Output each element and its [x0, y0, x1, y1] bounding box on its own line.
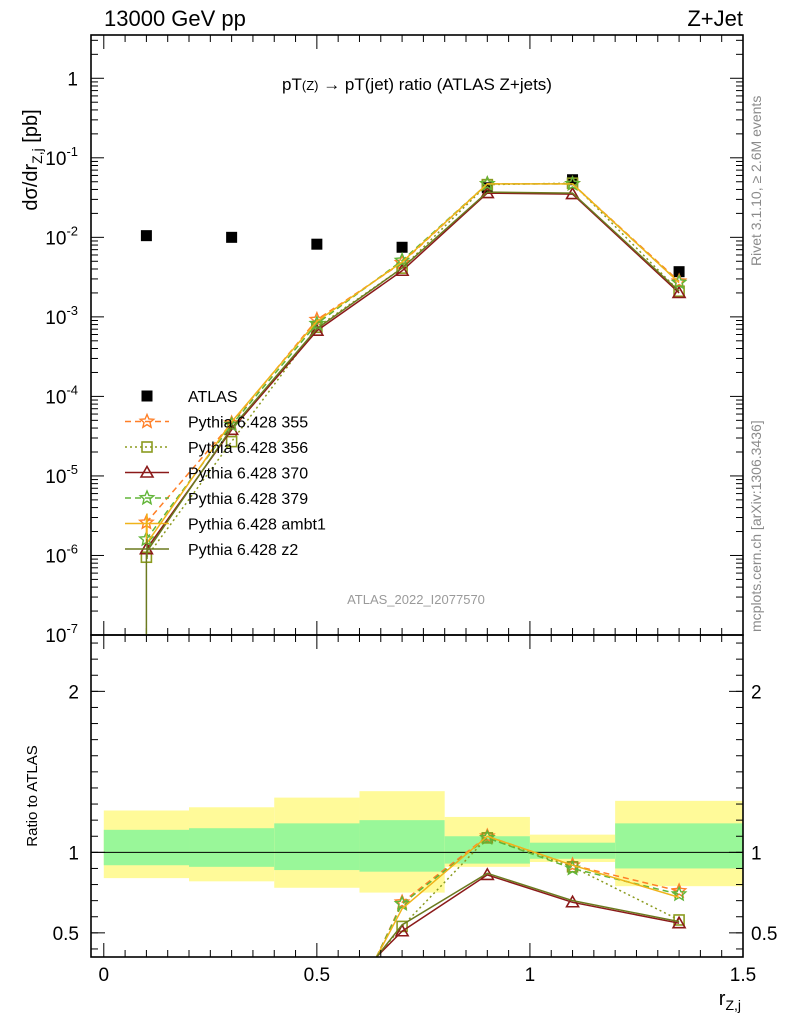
ratio-y-tick-label: 2 — [68, 682, 79, 703]
ratio-y-tick-label-right: 2 — [751, 682, 762, 703]
uncertainty-band-inner — [359, 820, 445, 872]
main-y-tick-label: 10-1 — [45, 144, 78, 170]
ratio-y-tick-label: 1 — [68, 843, 79, 864]
ratio-line-3 — [375, 837, 680, 958]
ratio-series — [375, 827, 688, 958]
legend-marker — [139, 464, 155, 478]
header-right: Z+Jet — [687, 6, 743, 31]
ratio-marker-2 — [394, 923, 410, 937]
main-y-tick-label: 10-3 — [45, 303, 78, 329]
main-y-tick-label: 1 — [67, 69, 78, 90]
x-tick-label: 0 — [98, 965, 109, 986]
legend-label: Pythia 6.428 370 — [188, 466, 308, 483]
series-marker-3 — [671, 285, 687, 299]
legend-marker — [141, 390, 153, 402]
uncertainty-band-inner — [103, 829, 190, 866]
uncertainty-band-inner — [274, 823, 360, 871]
legend-marker — [141, 441, 153, 453]
atlas-data-point — [311, 238, 323, 250]
series-marker-1 — [670, 272, 688, 289]
main-x-ticks — [103, 35, 744, 635]
x-tick-label: 1.5 — [730, 965, 756, 986]
ratio-line-5 — [375, 872, 680, 958]
atlas-data-point — [567, 174, 579, 186]
ratio-bands — [103, 791, 743, 893]
main-y-label: dσ/drZ,j [pb] — [20, 109, 45, 210]
main-panel: 1 10-1 10-2 10-3 10-4 10-5 10-6 10-7 pT(Z) → pT… — [20, 34, 744, 647]
series-line-6 — [145, 191, 680, 553]
watermark: ATLAS_2022_I2077570 — [347, 592, 485, 607]
main-y-tick-label: 10-5 — [45, 462, 78, 488]
legend: ATLAS Pythia 6.428 355 Pythia 6.428 356 Pyt… — [125, 389, 326, 559]
ratio-marker-3 — [478, 829, 496, 845]
uncertainty-band-inner — [189, 828, 275, 867]
main-y-tick-label: 10-7 — [45, 621, 78, 647]
series-marker-1 — [223, 414, 241, 431]
main-y-tick-label: 10-6 — [45, 541, 78, 567]
main-y-axis: 1 10-1 10-2 10-3 10-4 10-5 10-6 10-7 — [45, 39, 743, 647]
ratio-y-label: Ratio to ATLAS — [24, 745, 41, 846]
ratio-marker-0 — [670, 882, 688, 899]
ratio-y-tick-label: 0.5 — [53, 924, 79, 945]
atlas-data-point — [396, 241, 408, 253]
ratio-line-4 — [375, 835, 680, 958]
uncertainty-band-inner — [615, 823, 743, 869]
legend-label: Pythia 6.428 ambt1 — [188, 517, 326, 534]
side-label-top: Rivet 3.1.10, ≥ 2.6M events — [748, 96, 764, 266]
uncertainty-band-inner — [529, 842, 616, 859]
main-y-tick-label: 10-2 — [45, 223, 78, 249]
series-marker-4 — [308, 314, 326, 331]
series-marker-2 — [225, 435, 238, 448]
ratio-y-tick-label-right: 1 — [751, 843, 762, 864]
ratio-y-axis: 0.5 0.5 1 1 2 2 — [53, 642, 777, 950]
series-marker-4 — [564, 175, 581, 191]
legend-label: Pythia 6.428 z2 — [188, 542, 298, 559]
legend-label: Pythia 6.428 379 — [188, 491, 308, 508]
series-marker-3 — [309, 323, 325, 337]
legend-label: Pythia 6.428 355 — [188, 415, 308, 432]
x-axis-label: rZ,j — [719, 988, 741, 1013]
legend-marker — [138, 412, 156, 429]
series-marker-4 — [670, 273, 688, 290]
legend-label: ATLAS — [188, 389, 238, 406]
x-tick-label: 1 — [525, 965, 536, 986]
chart-title: pT(Z) → pT(jet) ratio (ATLAS Z+jets) — [282, 75, 552, 94]
ratio-frame — [90, 634, 744, 958]
legend-label: Pythia 6.428 356 — [188, 440, 308, 457]
ratio-marker-2 — [671, 915, 687, 929]
atlas-data-point — [140, 230, 152, 242]
ratio-panel: 0.5 0.5 1 1 2 2 0 0.5 1 1.5 Ratio to ATLAS rZ,j — [24, 634, 777, 1013]
main-y-tick-label: 10-4 — [45, 382, 78, 408]
header-left: 13000 GeV pp — [104, 6, 246, 31]
ratio-line-2 — [375, 874, 680, 958]
ratio-y-tick-label-right: 0.5 — [751, 924, 777, 945]
series-marker-4 — [479, 175, 496, 191]
x-axis: 0 0.5 1 1.5 — [98, 635, 756, 986]
atlas-data-point — [673, 266, 685, 278]
legend-marker — [138, 489, 156, 506]
ratio-marker-3 — [393, 895, 411, 911]
atlas-data-point — [226, 231, 238, 243]
side-label-bottom: mcplots.cern.ch [arXiv:1306.3436] — [748, 420, 764, 632]
x-tick-label: 0.5 — [304, 965, 330, 986]
series-line-5 — [145, 183, 680, 545]
